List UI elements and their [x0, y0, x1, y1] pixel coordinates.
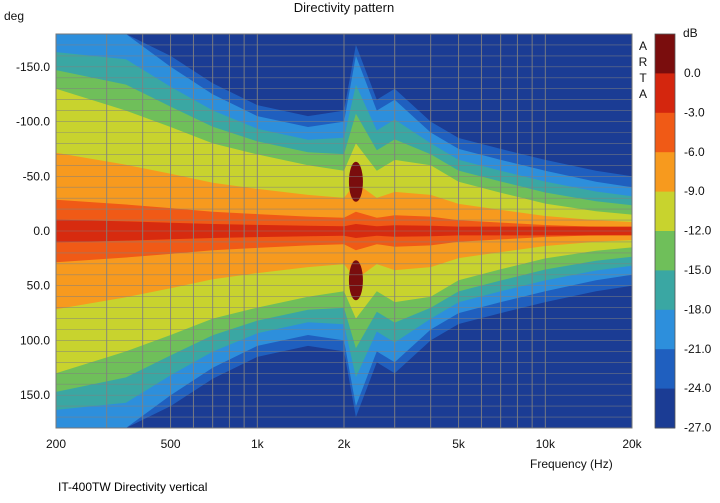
- colorbar-label: -6.0: [684, 145, 705, 159]
- colorbar-label: -24.0: [684, 381, 712, 395]
- watermark-letter: A: [639, 39, 647, 53]
- colorbar-label: -27.0: [684, 421, 712, 435]
- chart-caption: IT-400TW Directivity vertical: [58, 480, 208, 494]
- x-tick-label: 1k: [251, 437, 265, 451]
- x-tick-label: 10k: [536, 437, 556, 451]
- watermark-letter: R: [639, 55, 648, 69]
- colorbar-swatch: [655, 309, 675, 350]
- colorbar-label: -12.0: [684, 224, 712, 238]
- colorbar-unit: dB: [683, 26, 698, 40]
- colorbar-swatch: [655, 191, 675, 232]
- colorbar-label: -9.0: [684, 184, 705, 198]
- watermark-letter: A: [639, 87, 647, 101]
- y-tick-label: -50.0: [23, 169, 51, 183]
- colorbar-swatch: [655, 349, 675, 390]
- y-tick-label: 100.0: [20, 333, 50, 347]
- lobe-peak: [348, 161, 363, 202]
- y-tick-label: 150.0: [20, 388, 50, 402]
- x-axis-label: Frequency (Hz): [530, 457, 613, 471]
- colorbar-swatch: [655, 73, 675, 114]
- x-tick-label: 20k: [622, 437, 642, 451]
- colorbar-label: -15.0: [684, 263, 712, 277]
- watermark-letter: T: [639, 71, 647, 85]
- x-tick-label: 200: [46, 437, 66, 451]
- colorbar-frame: [654, 33, 676, 429]
- colorbar-swatch: [655, 34, 675, 74]
- colorbar-label: -18.0: [684, 302, 712, 316]
- x-tick-label: 5k: [452, 437, 466, 451]
- chart-title: Directivity pattern: [294, 0, 394, 15]
- colorbar-label: -3.0: [684, 105, 705, 119]
- y-tick-label: -100.0: [16, 115, 50, 129]
- lobe-peak: [348, 260, 363, 301]
- x-tick-label: 2k: [338, 437, 352, 451]
- colorbar-label: 0.0: [684, 66, 701, 80]
- grid-lines: [55, 33, 633, 429]
- y-tick-label: -150.0: [16, 60, 50, 74]
- colorbar-swatch: [655, 388, 675, 429]
- y-axis-label: deg: [4, 9, 24, 23]
- colorbar-swatch: [655, 231, 675, 271]
- colorbar-swatch: [655, 270, 675, 311]
- plot-frame: [55, 33, 633, 429]
- y-tick-label: 50.0: [27, 279, 51, 293]
- colorbar-swatch: [655, 152, 675, 193]
- y-tick-label: 0.0: [33, 224, 50, 238]
- colorbar-swatch: [655, 112, 675, 153]
- y-tick-labels: -150.0 -100.0 -50.0 0.0 50.0 100.0 150.0: [16, 60, 50, 402]
- colorbar: 0.0 -3.0 -6.0 -9.0 -12.0 -15.0 -18.0 -21.0 -24.0…: [654, 33, 712, 435]
- x-tick-labels: 200 500 1k 2k 5k 10k 20k: [46, 437, 643, 451]
- colorbar-label: -21.0: [684, 342, 712, 356]
- x-tick-label: 500: [161, 437, 181, 451]
